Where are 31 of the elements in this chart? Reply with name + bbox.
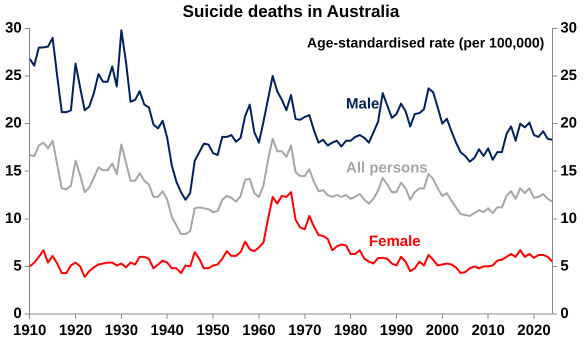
y-tick-label: 10 [4, 210, 22, 227]
x-tick-label: 1950 [196, 322, 230, 340]
x-tick-label: 1940 [150, 322, 184, 340]
y-tick-label: 5 [13, 258, 22, 275]
y2-tick-label: 5 [560, 258, 569, 275]
y-tick-label: 0 [13, 305, 22, 322]
x-tick-label: 2000 [426, 322, 459, 340]
y-tick-label: 20 [4, 114, 22, 132]
x-tick-label: 1980 [334, 322, 368, 340]
series-label: Male [346, 96, 380, 113]
y2-tick-label: 25 [560, 67, 578, 84]
annotation: Age-standardised rate (per 100,000) [306, 34, 544, 50]
x-tick-label: 2010 [471, 322, 505, 340]
chart-title: Suicide deaths in Australia [182, 2, 400, 21]
y-tick-label: 15 [4, 162, 22, 180]
y2-tick-label: 0 [560, 305, 569, 322]
y2-tick-label: 15 [560, 162, 578, 180]
x-tick-label: 1960 [242, 322, 276, 340]
y2-tick-label: 10 [560, 210, 578, 227]
x-tick-label: 2020 [517, 322, 551, 340]
x-tick-label: 1970 [288, 322, 322, 340]
series-label: Female [368, 232, 421, 250]
y2-tick-label: 20 [560, 114, 578, 132]
x-tick-label: 1910 [12, 322, 46, 340]
x-tick-label: 1930 [104, 322, 138, 340]
x-tick-label: 1990 [380, 322, 414, 340]
y2-tick-label: 30 [560, 20, 578, 37]
y-tick-label: 30 [4, 20, 22, 37]
series-label: All persons [346, 159, 428, 176]
y-tick-label: 25 [4, 67, 22, 84]
x-tick-label: 1920 [58, 322, 92, 340]
